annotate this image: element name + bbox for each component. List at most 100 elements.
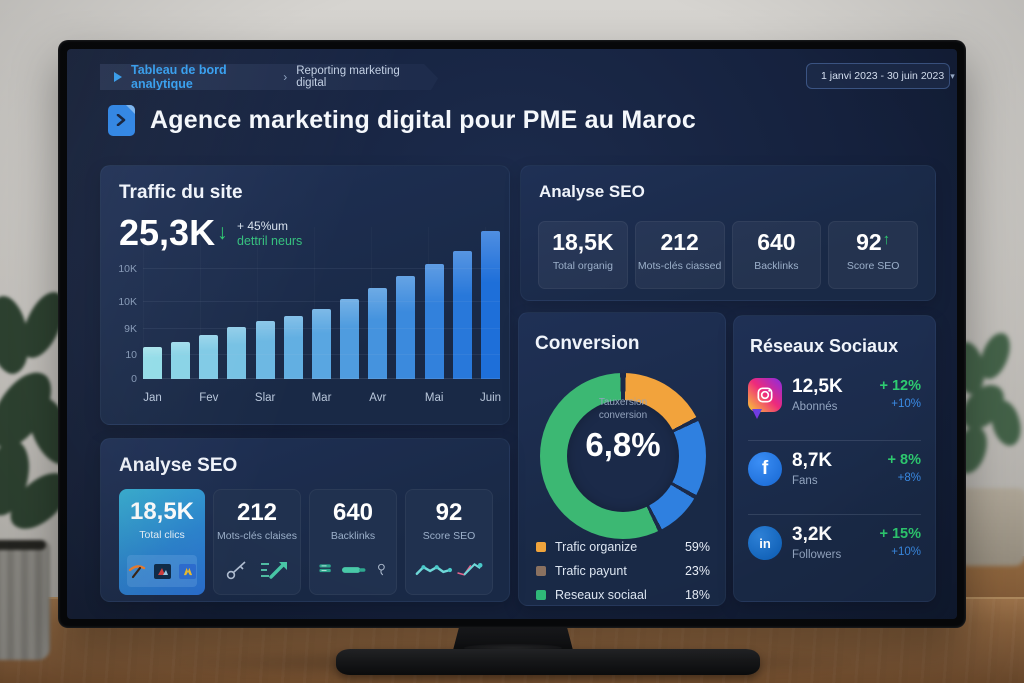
breadcrumb[interactable]: Tableau de bord analytique › Reporting m… [100, 64, 438, 90]
stat-value: 92↑ [856, 229, 891, 255]
date-range-picker[interactable]: 1 janvi 2023 - 30 juin 2023 ▾ [806, 63, 955, 89]
divider [748, 440, 921, 441]
donut-center-label: Tauxersion conversion 6,8% [540, 397, 706, 464]
legend-value: 59% [684, 540, 710, 554]
key-icon [226, 561, 246, 580]
traffic-bar [424, 264, 444, 379]
chevron-down-icon[interactable]: ▾ [950, 70, 955, 81]
stat-label: Mots-clés claises [217, 530, 297, 542]
stat-tile-seo-score[interactable]: 92 Score SEO [405, 489, 493, 595]
delta-blue: +10% [891, 398, 921, 410]
legend-label: Reseaux sociaal [555, 588, 647, 602]
conversion-legend: Trafic organize 59% Trafic payunt 23% Re… [536, 535, 710, 607]
tv-frame: Tableau de bord analytique › Reporting m… [58, 40, 966, 628]
social-title: Réseaux Sociaux [750, 336, 899, 356]
legend-swatch-brown [536, 566, 546, 576]
conversion-title: Conversion [535, 333, 640, 354]
grid-line [143, 328, 500, 329]
legend-value: 23% [684, 564, 710, 578]
traffic-bar [283, 316, 303, 379]
stat-value: 18,5K [552, 229, 614, 255]
traffic-bar [311, 309, 331, 379]
stat-label: Backlinks [754, 260, 799, 272]
x-axis-tick-label: Avr [369, 392, 387, 404]
traffic-bar-chart-bars [143, 229, 500, 379]
traffic-card-title: Traffic du site [119, 182, 243, 203]
legend-item: Trafic organize 59% [536, 535, 710, 559]
social-row-facebook[interactable]: f 8,7K Fans + 8% +8% [746, 448, 923, 504]
donut-center-sub1: Tauxersion [598, 397, 648, 408]
y-axis-tick-label: 10 [125, 349, 137, 361]
traffic-bar [227, 327, 247, 379]
traffic-bar [340, 299, 360, 379]
document-arrow-icon [108, 105, 135, 136]
seo-bottom-tiles: 18,5K Total clics [119, 489, 493, 595]
stat-tile-keywords[interactable]: 212 Mots-clés ciassed [634, 221, 725, 289]
traffic-bar [171, 342, 191, 379]
legend-swatch-orange [536, 542, 546, 552]
link-bar-icon [341, 567, 366, 573]
donut-center-sub2: conversion [598, 409, 648, 421]
social-deltas: + 15% +10% [879, 526, 921, 558]
instagram-icon [748, 378, 782, 412]
stat-tile-seo-score[interactable]: 92↑ Score SEO [828, 221, 918, 289]
grid-line [143, 354, 500, 355]
social-label: Abonnés [792, 401, 838, 413]
x-axis-tick-label: Juin [479, 392, 502, 404]
stat-value: 640 [757, 229, 796, 255]
trend-up-icon [261, 562, 287, 579]
breadcrumb-primary[interactable]: Tableau de bord analytique [131, 63, 227, 91]
keyword-icons [222, 554, 292, 586]
y-axis-tick-label: 9K [124, 323, 137, 335]
stat-tile-backlinks[interactable]: 640 Backlinks [309, 489, 397, 595]
delta-green: + 12% [879, 378, 921, 394]
page-title: Agence marketing digital pour PME au Mar… [150, 106, 696, 134]
stat-tile-keywords[interactable]: 212 Mots-clés claises [213, 489, 301, 595]
stat-label: Backlinks [330, 530, 376, 542]
social-label: Fans [792, 475, 818, 487]
y-axis-tick-label: 10K [118, 263, 137, 275]
social-row-instagram[interactable]: 12,5K Abonnés + 12% +10% [746, 374, 923, 430]
traffic-bar [199, 335, 219, 379]
legend-item: Reseaux sociaal 18% [536, 583, 710, 607]
chevron-right-icon [116, 114, 126, 126]
x-axis-tick-label: Fev [199, 392, 219, 404]
traffic-bar-chart: 10K 10K 9K 10 0 [118, 227, 500, 385]
social-media-card: Réseaux Sociaux 12,5K Abonnés [733, 315, 936, 602]
traffic-bar [480, 231, 500, 379]
traffic-bar [452, 251, 472, 379]
backlink-icons [318, 554, 388, 586]
rows-icon [319, 564, 331, 573]
social-metric: 8,7K Fans [792, 450, 832, 487]
stat-tile-backlinks[interactable]: 640 Backlinks [731, 221, 822, 289]
gmail-like-icon [179, 563, 196, 579]
social-metric: 3,2K Followers [792, 524, 841, 561]
stat-tile-total-organic[interactable]: 18,5K Total organig [538, 221, 628, 289]
score-trend-icons [414, 554, 484, 586]
social-deltas: + 12% +10% [879, 378, 921, 410]
social-label: Followers [792, 549, 842, 561]
legend-label: Trafic payunt [555, 564, 627, 578]
stat-label: Score SEO [846, 260, 900, 272]
conversion-donut-chart: Tauxersion conversion 6,8% [540, 373, 706, 539]
stat-value: 640 [332, 499, 374, 526]
pickaxe-icon [128, 565, 146, 579]
social-value: 3,2K [792, 524, 833, 545]
sparkline-icon [415, 562, 483, 576]
x-axis-tick-label: Jan [143, 392, 162, 404]
stat-tile-total-clicks[interactable]: 18,5K Total clics [119, 489, 205, 595]
traffic-bar [143, 347, 162, 379]
dashboard-screen: Tableau de bord analytique › Reporting m… [67, 49, 957, 619]
social-value: 12,5K [792, 376, 843, 397]
arrow-up-icon: ↑ [882, 231, 891, 248]
social-row-linkedin[interactable]: in 3,2K Followers + 15% +10% [746, 522, 923, 578]
legend-label: Trafic organize [555, 540, 638, 554]
traffic-total-value: 25,3K [119, 212, 215, 254]
breadcrumb-secondary[interactable]: Reporting marketing digital [296, 65, 400, 89]
tv-stand-base [336, 649, 760, 675]
seo-analysis-card-bottom: Analyse SEO 18,5K Total clics [100, 438, 510, 602]
divider [748, 514, 921, 515]
stat-value: 92 [435, 499, 463, 526]
stat-label: Total clics [139, 529, 185, 541]
